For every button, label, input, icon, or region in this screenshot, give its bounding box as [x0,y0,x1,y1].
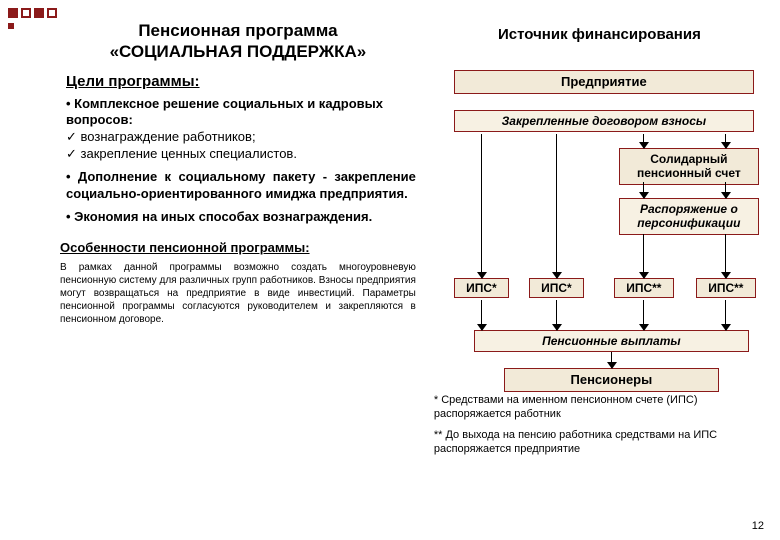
corner-decoration [8,8,58,29]
features-heading: Особенности пенсионной программы: [60,240,416,255]
flow-arrow-11 [643,300,644,330]
box-ips-3: ИПС** [614,278,674,298]
goal-1-item-1: вознаграждение работников; [66,129,256,144]
flow-arrow-1 [481,134,482,278]
flow-arrow-4 [725,134,726,148]
slide-content: Пенсионная программа «СОЦИАЛЬНАЯ ПОДДЕРЖ… [0,0,780,466]
footnote-1: * Средствами на именном пенсионном счете… [434,393,765,422]
flow-arrow-7 [643,234,644,278]
right-column: Источник финансирования Предприятие Закре… [434,20,765,456]
flow-arrow-13 [611,352,612,368]
box-ips-1: ИПС* [454,278,509,298]
flow-arrow-8 [725,234,726,278]
goal-1-item-2: закрепление ценных специалистов. [66,146,297,161]
page-number: 12 [752,520,764,532]
box-ips-4: ИПС** [696,278,756,298]
box-contributions: Закрепленные договором взносы [454,110,754,132]
box-pension-payments: Пенсионные выплаты [474,330,749,352]
box-enterprise: Предприятие [454,70,754,94]
title-line-2: «СОЦИАЛЬНАЯ ПОДДЕРЖКА» [110,42,367,61]
flow-arrow-6 [725,182,726,198]
flow-arrow-5 [643,182,644,198]
funding-heading: Источник финансирования [434,26,765,43]
goal-3-text: • Экономия на иных способах вознагражден… [66,209,372,224]
slide-title: Пенсионная программа «СОЦИАЛЬНАЯ ПОДДЕРЖ… [60,20,416,63]
features-text: В рамках данной программы возможно созда… [60,261,416,326]
goal-1: • Комплексное решение социальных и кадро… [66,96,416,164]
goal-1-lead: • Комплексное решение социальных и кадро… [66,96,383,128]
goal-2: • Дополнение к социальному пакету - закр… [66,169,416,203]
goal-3: • Экономия на иных способах вознагражден… [66,209,416,226]
flow-arrow-10 [556,300,557,330]
box-personification-order: Распоряжение оперсонификации [619,198,759,235]
box-solidarity-account: Солидарныйпенсионный счет [619,148,759,185]
goal-2-text: • Дополнение к социальному пакету - закр… [66,169,416,201]
footnote-2: ** До выхода на пенсию работника средств… [434,428,765,457]
box-pensioners: Пенсионеры [504,368,719,392]
title-line-1: Пенсионная программа [138,21,337,40]
flow-arrow-2 [556,134,557,278]
flow-arrow-9 [481,300,482,330]
left-column: Пенсионная программа «СОЦИАЛЬНАЯ ПОДДЕРЖ… [60,20,416,456]
flow-arrow-3 [643,134,644,148]
flow-arrow-12 [725,300,726,330]
goals-heading: Цели программы: [66,73,416,90]
box-ips-2: ИПС* [529,278,584,298]
